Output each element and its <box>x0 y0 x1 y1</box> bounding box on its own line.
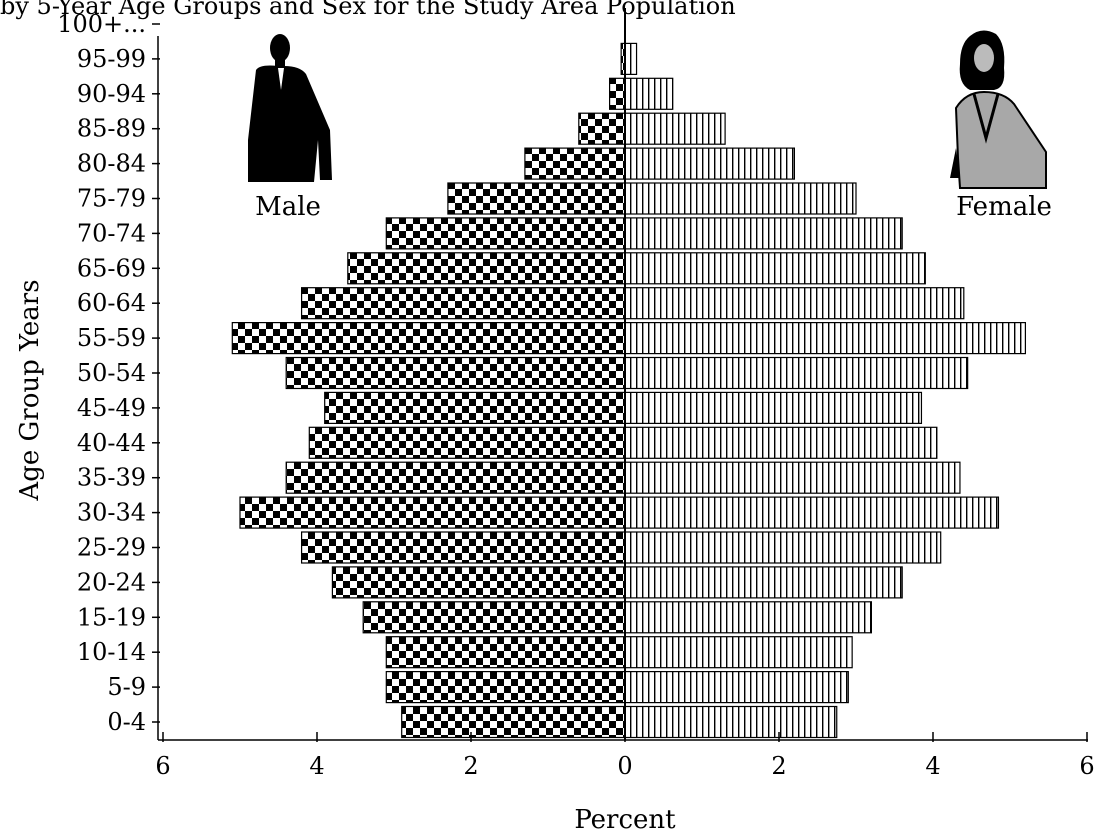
female-bar-55-59 <box>624 322 1026 355</box>
female-bar-5-9 <box>624 670 849 704</box>
y-tick-label: 60-64 <box>77 289 146 317</box>
female-label: Female <box>956 192 1052 222</box>
x-tick-labels: 6 4 2 0 2 4 6 <box>155 752 1094 780</box>
y-tick-label: 50-54 <box>77 359 146 387</box>
male-bar-40-44 <box>308 426 626 459</box>
female-bar-50-54 <box>624 356 969 390</box>
male-bar-25-29 <box>301 531 626 564</box>
male-bar-45-49 <box>324 391 626 424</box>
female-bar-70-74 <box>624 217 903 250</box>
female-bar-20-24 <box>624 566 903 599</box>
male-bar-15-19 <box>362 601 626 634</box>
male-bar-10-14 <box>385 636 626 669</box>
female-bar-15-19 <box>624 601 872 634</box>
x-tick-label: 2 <box>771 752 786 780</box>
male-bar-75-79 <box>447 182 626 215</box>
male-bar-50-54 <box>285 356 626 390</box>
y-tick-label: 35-39 <box>77 464 146 492</box>
female-bar-10-14 <box>624 636 853 669</box>
male-bar-20-24 <box>331 566 626 599</box>
y-tick-label: 40-44 <box>77 429 146 457</box>
x-tick-label: 0 <box>617 752 632 780</box>
y-tick-label: 95-99 <box>77 45 146 73</box>
y-tick-label: 30-34 <box>77 499 146 527</box>
y-tick-label: 5-9 <box>107 673 146 701</box>
y-axis-title: Age Group Years <box>15 279 45 501</box>
y-tick-label: 75-79 <box>77 185 146 213</box>
y-tick-label: 70-74 <box>77 219 146 247</box>
y-tick-label: 65-69 <box>77 254 146 282</box>
male-bar-60-64 <box>301 287 626 320</box>
male-bar-5-9 <box>385 670 626 704</box>
y-tick-label: 0-4 <box>107 708 146 736</box>
y-tick-label: 25-29 <box>77 534 146 562</box>
bars-group <box>231 42 1026 739</box>
x-tick-label: 6 <box>1079 752 1094 780</box>
male-bar-0-4 <box>401 705 626 739</box>
female-bar-75-79 <box>624 182 857 215</box>
female-bar-30-34 <box>624 496 1000 529</box>
axes-group <box>152 8 1088 742</box>
female-bar-80-84 <box>624 147 795 180</box>
male-person-icon <box>248 34 332 182</box>
x-tick-label: 4 <box>309 752 324 780</box>
male-bar-80-84 <box>524 147 626 180</box>
female-person-icon <box>950 30 1047 189</box>
female-bar-95-99 <box>624 42 638 76</box>
female-bar-25-29 <box>624 531 942 564</box>
male-bar-90-94 <box>608 77 626 110</box>
x-tick-label: 6 <box>155 752 170 780</box>
female-bar-60-64 <box>624 287 965 320</box>
female-bar-35-39 <box>624 461 961 494</box>
male-bar-65-69 <box>347 252 626 285</box>
y-tick-label: 15-19 <box>77 603 146 631</box>
x-tick-label: 4 <box>925 752 940 780</box>
male-bar-85-89 <box>578 112 626 145</box>
y-tick-label: 55-59 <box>77 324 146 352</box>
x-axis-title: Percent <box>574 805 676 835</box>
male-bar-55-59 <box>231 322 626 355</box>
male-bar-30-34 <box>239 496 626 529</box>
y-tick-label: 100+... <box>57 10 146 38</box>
y-tick-label: 90-94 <box>77 80 146 108</box>
y-tick-labels: 0-4 5-9 10-14 15-19 20-24 25-29 30-34 35-39 40-4… <box>57 10 146 736</box>
female-bar-45-49 <box>624 391 923 424</box>
y-tick-label: 80-84 <box>77 150 146 178</box>
male-bar-70-74 <box>385 217 626 250</box>
male-bar-35-39 <box>285 461 626 494</box>
female-bar-65-69 <box>624 252 926 285</box>
female-bar-40-44 <box>624 426 938 459</box>
y-tick-label: 10-14 <box>77 638 146 666</box>
female-bar-0-4 <box>624 705 838 739</box>
x-tick-label: 2 <box>463 752 478 780</box>
y-tick-label: 85-89 <box>77 115 146 143</box>
female-bar-90-94 <box>624 77 674 110</box>
female-bar-85-89 <box>624 112 726 145</box>
y-tick-label: 20-24 <box>77 568 146 596</box>
chart-caption: by 5-Year Age Groups and Sex for the Stu… <box>0 0 736 20</box>
male-label: Male <box>255 192 321 222</box>
y-tick-label: 45-49 <box>77 394 146 422</box>
